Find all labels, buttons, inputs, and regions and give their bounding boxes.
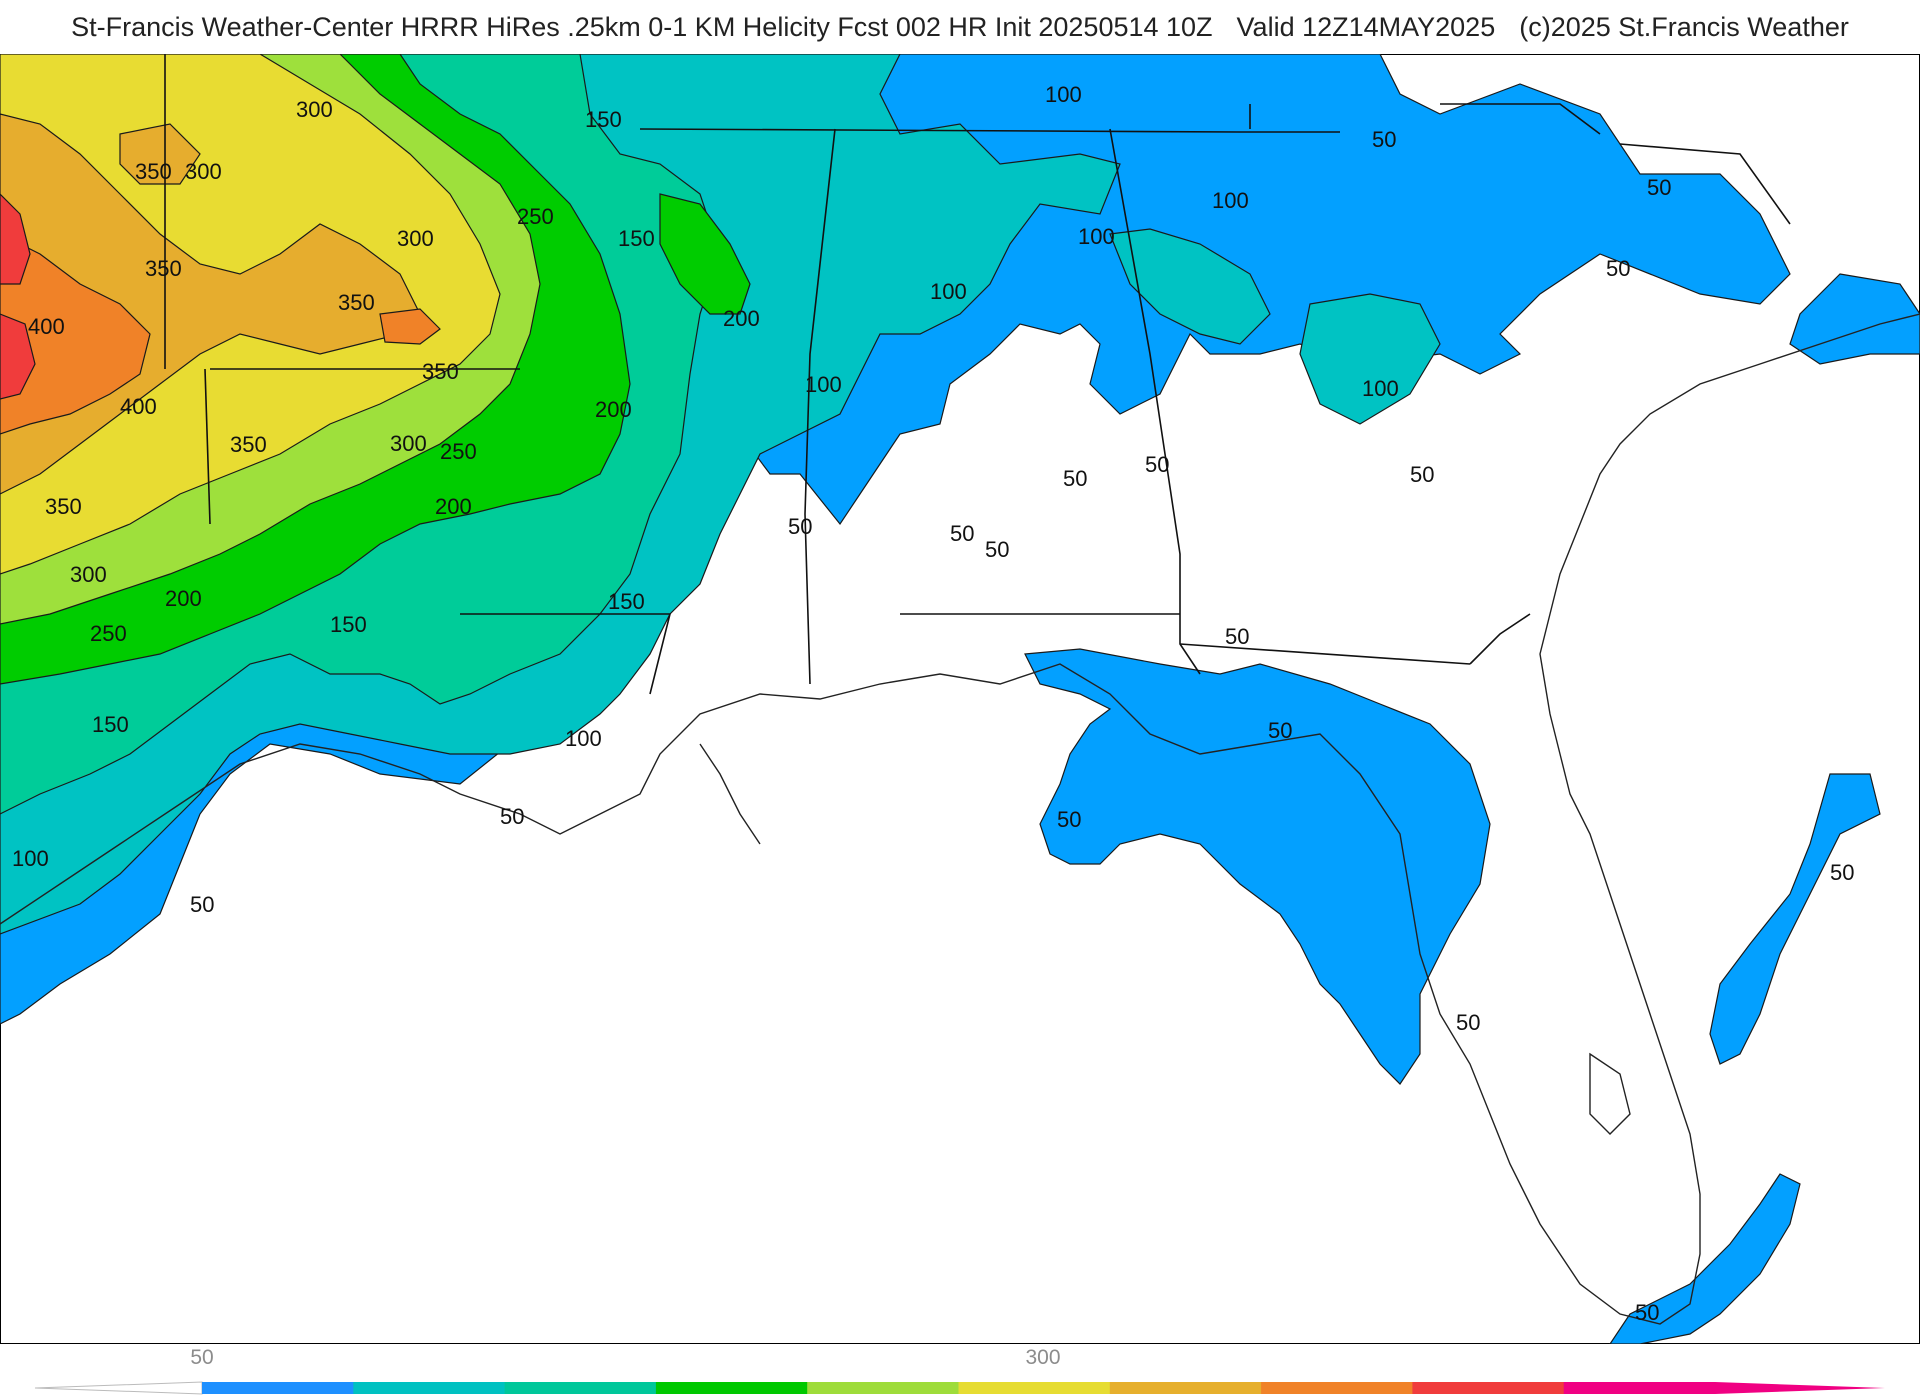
contour-label: 100 xyxy=(1045,82,1082,107)
contour-label: 100 xyxy=(805,372,842,397)
contour-label: 50 xyxy=(950,521,974,546)
map-title: St-Francis Weather-Center HRRR HiRes .25… xyxy=(0,12,1920,43)
colorbar-tick-300: 300 xyxy=(1025,1346,1060,1369)
colorbar-segment xyxy=(807,1382,959,1394)
contour-label: 250 xyxy=(517,204,554,229)
colorbar-right-arrow xyxy=(1715,1382,1885,1394)
contour-label: 100 xyxy=(1212,188,1249,213)
contour-label: 300 xyxy=(390,431,427,456)
contour-label: 400 xyxy=(120,394,157,419)
helicity-map: 400 400 350 350 350 350 350 350 300 300 … xyxy=(0,54,1920,1344)
colorbar-segment xyxy=(1412,1382,1565,1394)
colorbar-tick-50: 50 xyxy=(190,1346,213,1369)
contour-label: 50 xyxy=(788,514,812,539)
coastline xyxy=(0,313,1920,1325)
colorbar-segment xyxy=(1261,1382,1413,1394)
contour-label: 100 xyxy=(565,726,602,751)
contour-label: 100 xyxy=(930,279,967,304)
contour-label: 200 xyxy=(595,397,632,422)
contour-label: 100 xyxy=(12,846,49,871)
contour-label: 100 xyxy=(1362,376,1399,401)
contour-label: 50 xyxy=(1225,624,1249,649)
contour-label: 150 xyxy=(618,226,655,251)
colorbar-segment xyxy=(655,1382,808,1394)
contour-label: 300 xyxy=(296,97,333,122)
contour-label: 50 xyxy=(1410,462,1434,487)
contour-label: 50 xyxy=(190,892,214,917)
contour-label: 150 xyxy=(585,107,622,132)
contour-label: 50 xyxy=(500,804,524,829)
contour-label: 250 xyxy=(90,621,127,646)
contour-label: 50 xyxy=(1606,256,1630,281)
contour-label: 50 xyxy=(1647,175,1671,200)
contour-labels: 400 400 350 350 350 350 350 350 300 300 … xyxy=(12,82,1854,1325)
contour-label: 50 xyxy=(1372,127,1396,152)
contour-label: 300 xyxy=(397,226,434,251)
colorbar-segment xyxy=(1109,1382,1262,1394)
contour-label: 400 xyxy=(28,314,65,339)
contour-label: 150 xyxy=(92,712,129,737)
colorbar-segment xyxy=(202,1382,354,1394)
colorbar-segment xyxy=(958,1382,1111,1394)
contour-label: 50 xyxy=(1057,807,1081,832)
contour-label: 350 xyxy=(45,494,82,519)
contour-label: 150 xyxy=(608,589,645,614)
contour-label: 350 xyxy=(145,256,182,281)
colorbar: 50 300 xyxy=(34,1346,1885,1395)
band-400-450 xyxy=(0,233,441,435)
contour-label: 350 xyxy=(135,159,172,184)
contour-label: 50 xyxy=(1635,1300,1659,1325)
contour-label: 200 xyxy=(435,494,472,519)
colorbar-segment xyxy=(1563,1382,1716,1394)
title-valid: Valid 12Z14MAY2025 xyxy=(1236,12,1496,42)
contour-label: 50 xyxy=(1830,860,1854,885)
contour-label: 50 xyxy=(1063,466,1087,491)
colorbar-segments xyxy=(202,1382,1716,1394)
colorbar-segment xyxy=(504,1382,657,1394)
title-copyright: (c)2025 St.Francis Weather xyxy=(1519,12,1849,42)
contour-label: 200 xyxy=(165,586,202,611)
contour-label: 100 xyxy=(1078,224,1115,249)
contour-label: 250 xyxy=(440,439,477,464)
contour-label: 300 xyxy=(185,159,222,184)
title-main: St-Francis Weather-Center HRRR HiRes .25… xyxy=(71,12,1213,42)
contour-label: 200 xyxy=(723,306,760,331)
contour-label: 350 xyxy=(338,290,375,315)
contour-label: 350 xyxy=(422,359,459,384)
contour-label: 300 xyxy=(70,562,107,587)
contour-label: 50 xyxy=(1145,452,1169,477)
contour-label: 150 xyxy=(330,612,367,637)
contour-label: 50 xyxy=(1456,1010,1480,1035)
colorbar-segment xyxy=(353,1382,506,1394)
contour-label: 350 xyxy=(230,432,267,457)
colorbar-left-arrow xyxy=(34,1381,203,1395)
band-450-plus xyxy=(0,193,36,400)
contour-label: 50 xyxy=(985,537,1009,562)
state-boundaries xyxy=(164,54,1791,695)
contour-label: 50 xyxy=(1268,718,1292,743)
